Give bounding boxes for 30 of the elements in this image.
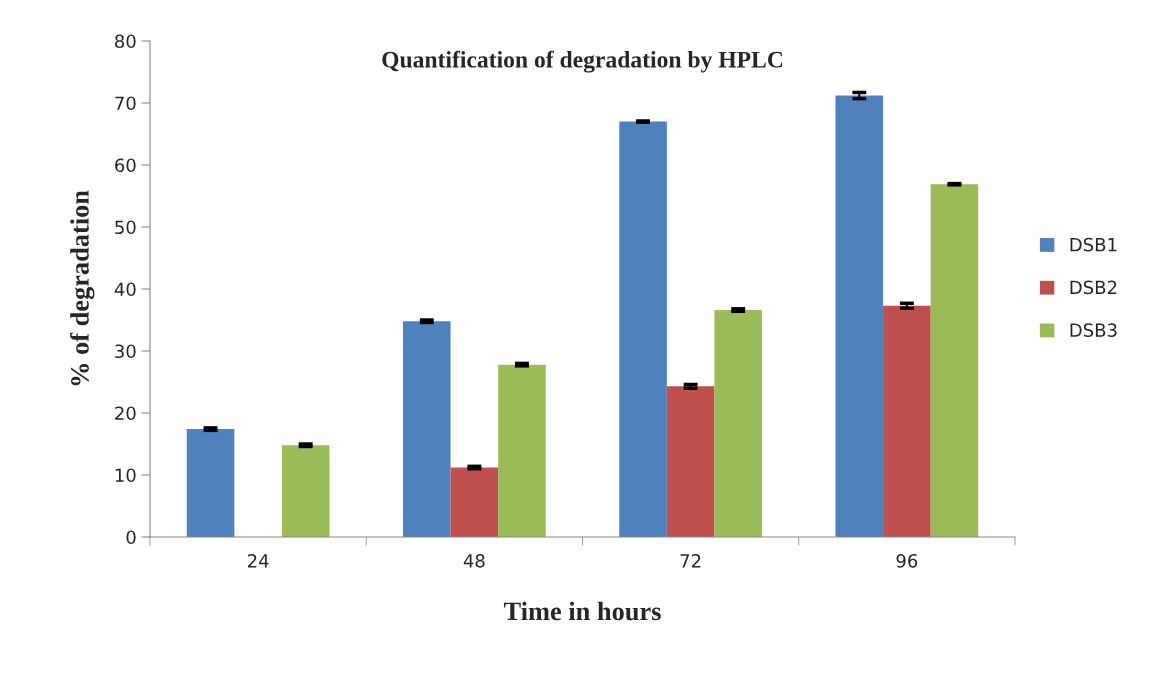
y-tick-label: 60 <box>115 158 136 173</box>
bar <box>714 310 762 537</box>
x-tick-label: 72 <box>680 553 701 568</box>
bar <box>186 429 235 537</box>
bar <box>450 467 499 537</box>
y-tick-label: 20 <box>115 406 136 421</box>
bar <box>930 184 979 537</box>
chart-title: Quantification of degradation by HPLC <box>382 50 783 73</box>
y-axis-title: % of degradation <box>69 190 95 386</box>
bar <box>403 321 451 537</box>
y-tick-label: 50 <box>115 220 136 235</box>
bar <box>835 95 884 537</box>
bar <box>498 364 546 537</box>
legend-label: DSB2 <box>1070 280 1117 295</box>
y-tick-label: 0 <box>126 530 136 545</box>
bar <box>619 121 667 537</box>
bar <box>281 445 330 537</box>
bar <box>883 305 931 537</box>
x-axis-title: Time in hours <box>503 601 661 621</box>
bar <box>666 386 715 537</box>
legend-label: DSB3 <box>1070 323 1117 337</box>
x-tick-label: 24 <box>247 553 269 568</box>
y-tick-label: 70 <box>115 96 136 111</box>
x-tick-label: 96 <box>896 553 918 568</box>
y-tick-label: 80 <box>115 34 136 49</box>
y-tick-label: 30 <box>115 344 136 359</box>
y-tick-label: 40 <box>114 282 136 297</box>
x-tick-label: 48 <box>463 553 485 568</box>
y-tick-label: 10 <box>115 468 136 483</box>
legend-label: DSB1 <box>1070 237 1117 252</box>
